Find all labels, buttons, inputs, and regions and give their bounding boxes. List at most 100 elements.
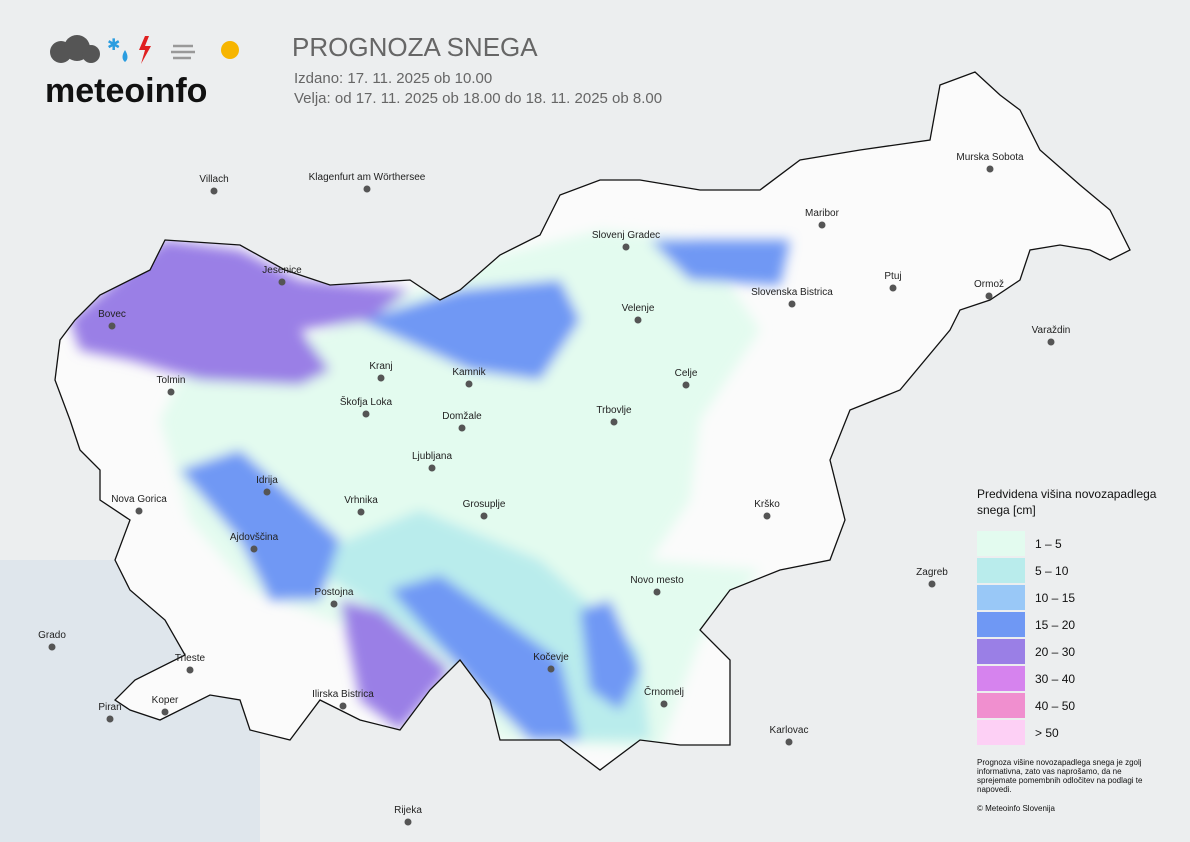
city-dot	[889, 284, 897, 292]
city-dot	[377, 374, 385, 382]
city-dot	[653, 588, 661, 596]
city-label: Vrhnika	[344, 495, 378, 506]
city-dot	[106, 715, 114, 723]
city-dot	[818, 221, 826, 229]
city-label: Novo mesto	[630, 575, 684, 586]
city-dot	[634, 316, 642, 324]
city-label: Celje	[675, 368, 698, 379]
city-label: Kranj	[369, 361, 392, 372]
legend: Predvidena višina novozapadlega snega [c…	[977, 486, 1177, 813]
city-label: Murska Sobota	[956, 152, 1024, 163]
city-label: Jesenice	[262, 265, 302, 276]
city-label: Slovenj Gradec	[592, 230, 660, 241]
city-label: Škofja Loka	[340, 395, 393, 408]
city-dot	[48, 643, 56, 651]
city-dot	[1047, 338, 1055, 346]
city-dot	[167, 388, 175, 396]
legend-swatch	[977, 531, 1025, 556]
city-label: Krško	[754, 499, 780, 510]
city-dot	[986, 165, 994, 173]
legend-swatch	[977, 693, 1025, 718]
legend-item: 5 – 10	[977, 557, 1177, 584]
city-label: Kamnik	[452, 367, 486, 378]
city-label: Domžale	[442, 411, 482, 422]
city-dot	[428, 464, 436, 472]
legend-swatch	[977, 558, 1025, 583]
legend-item: 40 – 50	[977, 692, 1177, 719]
legend-title: Predvidena višina novozapadlega snega [c…	[977, 487, 1157, 517]
city-dot	[547, 665, 555, 673]
city-dot	[362, 410, 370, 418]
city-dot	[458, 424, 466, 432]
city-label: Trbovlje	[596, 405, 632, 416]
city-label: Karlovac	[770, 725, 809, 736]
legend-swatch	[977, 585, 1025, 610]
city-dot	[186, 666, 194, 674]
city-label: Ptuj	[884, 271, 901, 282]
city-label: Varaždin	[1032, 325, 1071, 336]
legend-swatch	[977, 720, 1025, 745]
city-dot	[682, 381, 690, 389]
city-label: Tolmin	[157, 375, 186, 386]
city-dot	[357, 508, 365, 516]
issued: Izdano: 17. 11. 2025 ob 10.00	[294, 70, 493, 87]
legend-label: 1 – 5	[1035, 536, 1062, 551]
legend-item: 15 – 20	[977, 611, 1177, 638]
legend-label: > 50	[1035, 725, 1059, 740]
city-label: Ormož	[974, 279, 1004, 290]
city-dot	[610, 418, 618, 426]
legend-item: 10 – 15	[977, 584, 1177, 611]
legend-swatch	[977, 612, 1025, 637]
city-label: Ajdovščina	[230, 532, 279, 543]
city-dot	[278, 278, 286, 286]
legend-item: 30 – 40	[977, 665, 1177, 692]
city-dot	[330, 600, 338, 608]
title: PROGNOZA SNEGA	[292, 32, 538, 62]
legend-label: 30 – 40	[1035, 671, 1076, 686]
city-label: Nova Gorica	[111, 494, 167, 505]
city-dot	[135, 507, 143, 515]
legend-items: 1 – 5 5 – 10 10 – 15 15 – 20 20 – 30 30 – 40 4…	[977, 530, 1177, 746]
city-label: Ljubljana	[412, 451, 452, 462]
city-label: Grosuplje	[463, 499, 506, 510]
city-dot	[788, 300, 796, 308]
city-label: Slovenska Bistrica	[751, 287, 833, 298]
legend-swatch	[977, 639, 1025, 664]
valid: Velja: od 17. 11. 2025 ob 18.00 do 18. 1…	[294, 90, 663, 107]
legend-label: 15 – 20	[1035, 617, 1076, 632]
city-dot	[210, 187, 218, 195]
city-dot	[339, 702, 347, 710]
legend-label: 40 – 50	[1035, 698, 1076, 713]
city-dot	[363, 185, 371, 193]
city-dot	[785, 738, 793, 746]
legend-swatch	[977, 666, 1025, 691]
city-dot	[480, 512, 488, 520]
city-dot	[622, 243, 630, 251]
brand: meteoinfo	[45, 72, 208, 110]
city-label: Koper	[152, 695, 179, 706]
legend-item: > 50	[977, 719, 1177, 746]
city-label: Zagreb	[916, 567, 948, 578]
city-label: Piran	[98, 702, 121, 713]
legend-item: 20 – 30	[977, 638, 1177, 665]
city-label: Postojna	[315, 587, 354, 598]
city-label: Kočevje	[533, 652, 569, 663]
snow-zones	[70, 230, 790, 750]
legend-label: 20 – 30	[1035, 644, 1076, 659]
city-label: Bovec	[98, 309, 126, 320]
logo-icons: ✱	[45, 32, 250, 77]
legend-label: 10 – 15	[1035, 590, 1076, 605]
legend-label: 5 – 10	[1035, 563, 1069, 578]
legend-item: 1 – 5	[977, 530, 1177, 557]
city-dot	[250, 545, 258, 553]
city-label: Grado	[38, 630, 66, 641]
city-dot	[660, 700, 668, 708]
city-dot	[108, 322, 116, 330]
city-label: Črnomelj	[644, 685, 684, 698]
city-dot	[404, 818, 412, 826]
city-dot	[763, 512, 771, 520]
city-dot	[263, 488, 271, 496]
svg-text:✱: ✱	[107, 37, 120, 54]
